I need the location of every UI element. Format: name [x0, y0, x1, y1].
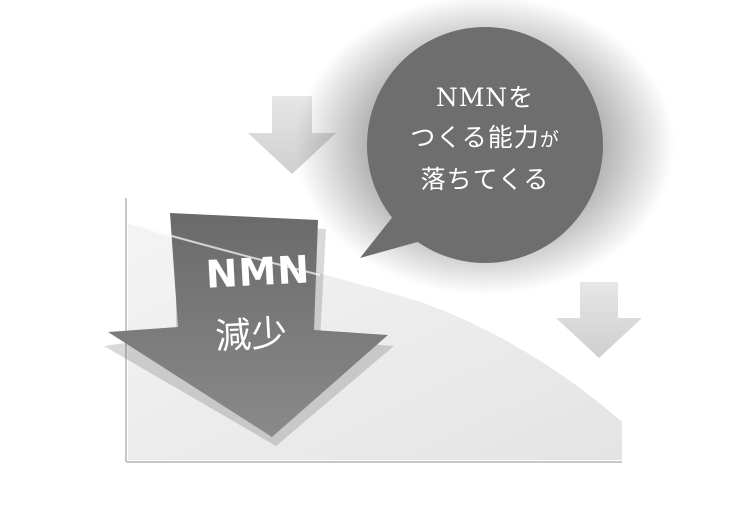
chart-axes	[125, 198, 622, 463]
small-down-arrow-left-icon	[248, 96, 336, 174]
speech-bubble-tail	[360, 210, 432, 258]
arrow-label-decrease: 減少	[214, 313, 289, 358]
bubble-line-2-main: つくる能力	[410, 123, 540, 152]
bubble-line-2-small: が	[539, 129, 560, 151]
speech-bubble-text: NMNを つくる能力が 落ちてくる	[380, 78, 590, 200]
speech-bubble	[367, 27, 603, 263]
arrow-label-nmn: NMN	[204, 247, 312, 297]
bubble-line-1: NMNを	[435, 83, 535, 112]
bubble-line-2: つくる能力が	[380, 118, 590, 160]
arrow-gloss-line	[149, 229, 321, 276]
main-down-arrow-icon	[108, 213, 388, 437]
small-down-arrow-right-icon	[556, 282, 642, 358]
bubble-line-3: 落ちてくる	[420, 165, 550, 194]
